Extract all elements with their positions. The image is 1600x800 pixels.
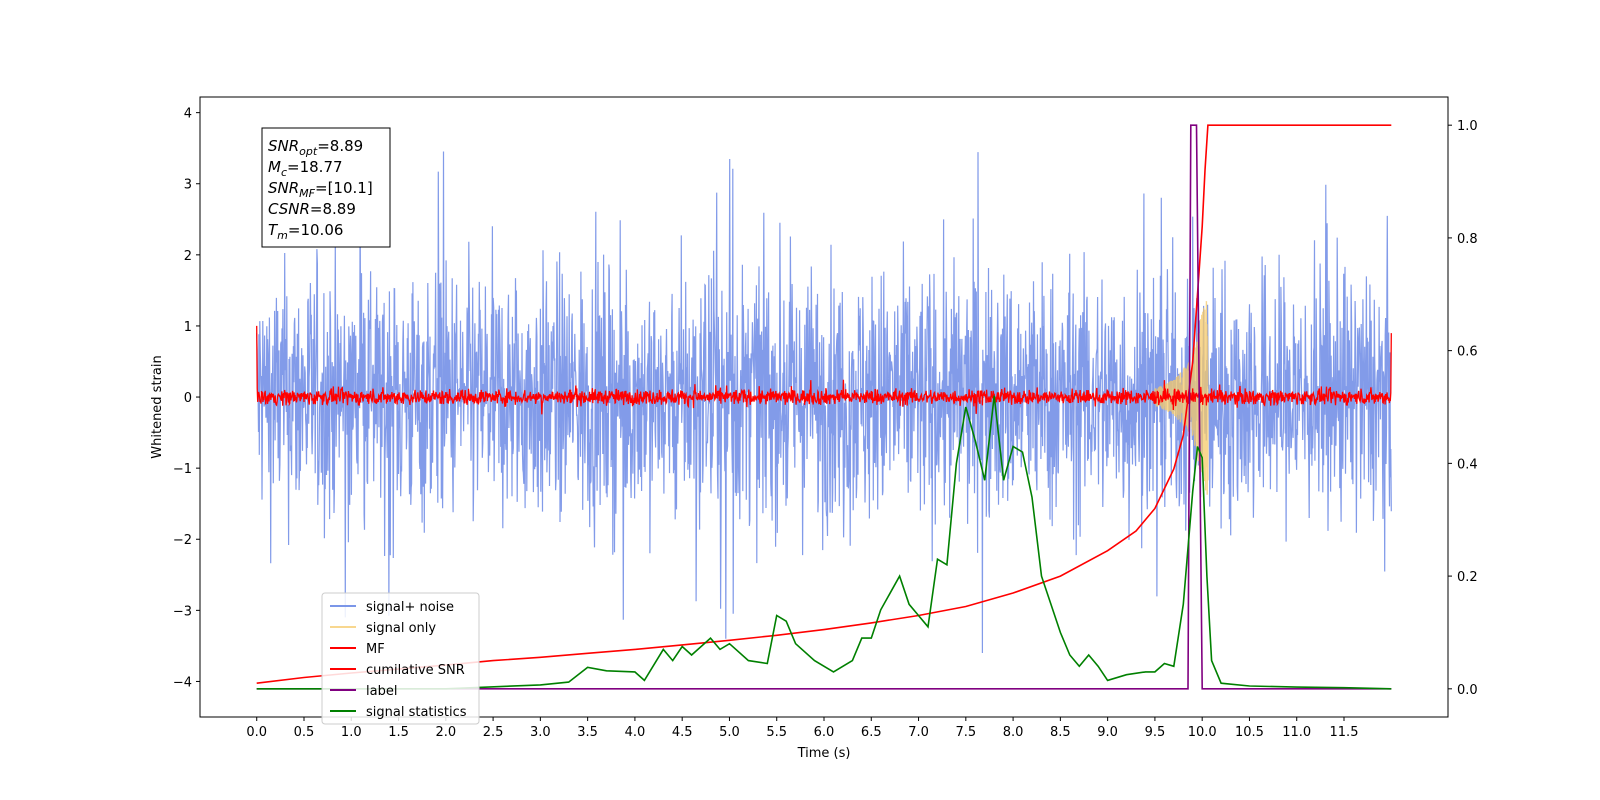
info-box: SNRopt=8.89Mc=18.77SNRMF=[10.1]CSNR=8.89…	[261, 127, 391, 248]
info-line: Tm=10.06	[268, 221, 343, 242]
info-value: =8.89	[310, 200, 356, 218]
y-tick-label: 4	[184, 107, 192, 122]
x-tick-label: 8.5	[1050, 725, 1071, 740]
y2-tick-label: 1.0	[1457, 119, 1478, 134]
info-value: =[10.1]	[315, 179, 373, 197]
y-tick-label: −3	[173, 604, 192, 619]
legend-label: MF	[366, 642, 385, 657]
legend-frame	[321, 592, 480, 725]
info-subscript: MF	[299, 187, 315, 200]
x-tick-label: 4.5	[672, 725, 693, 740]
x-tick-label: 1.5	[388, 725, 409, 740]
legend-label: cumilative SNR	[366, 663, 465, 678]
y-tick-label: −4	[173, 675, 192, 690]
x-tick-label: 7.0	[908, 725, 929, 740]
legend: signal+ noise signal only MF cumilative SNR…	[321, 592, 480, 725]
y-tick-label: 0	[184, 391, 192, 406]
x-tick-label: 2.5	[483, 725, 504, 740]
legend-label: label	[366, 684, 397, 699]
legend-label: signal+ noise	[366, 600, 454, 615]
y-tick-label: −2	[173, 533, 192, 548]
x-tick-label: 11.5	[1330, 725, 1359, 740]
info-symbol: T	[268, 221, 279, 239]
info-value: =10.06	[288, 221, 344, 239]
info-line: Mc=18.77	[268, 158, 343, 179]
y-axis-label: Whitened strain	[150, 355, 165, 458]
legend-label: signal only	[366, 621, 436, 636]
y2-tick-label: 0.6	[1457, 345, 1478, 360]
x-tick-label: 6.5	[861, 725, 882, 740]
y2-tick-label: 0.0	[1457, 683, 1478, 698]
x-tick-label: 6.0	[814, 725, 835, 740]
series-signal-statistics	[256, 395, 1392, 690]
info-subscript: opt	[299, 145, 318, 158]
y-tick-label: 3	[184, 178, 192, 193]
info-box-frame	[261, 127, 391, 248]
axes: 0.0 0.5 1.0 1.5 2.0 2.5 3.0 3.5 4.0 4.5 5.0 5.5 6.0 6…	[173, 107, 1478, 740]
x-axis-label: Time (s)	[797, 746, 851, 761]
info-subscript: m	[277, 229, 288, 242]
legend-label: signal statistics	[366, 705, 467, 720]
info-value: =8.89	[317, 137, 363, 155]
x-tick-label: 11.0	[1282, 725, 1311, 740]
x-tick-label: 1.0	[341, 725, 362, 740]
info-line: SNRopt=8.89	[268, 137, 363, 158]
x-tick-label: 3.0	[530, 725, 551, 740]
info-subscript: c	[281, 166, 287, 179]
x-tick-label: 0.5	[294, 725, 315, 740]
x-tick-label: 7.5	[955, 725, 976, 740]
info-value: =18.77	[287, 158, 343, 176]
y-tick-label: 2	[184, 249, 192, 264]
series-mf	[256, 325, 1392, 415]
series-label	[256, 124, 1392, 690]
x-tick-label: 8.0	[1003, 725, 1024, 740]
x-tick-label: 3.5	[577, 725, 598, 740]
info-symbol: SNR	[268, 137, 299, 155]
x-tick-label: 2.0	[435, 725, 456, 740]
info-line: CSNR=8.89	[268, 200, 356, 218]
x-tick-label: 9.5	[1145, 725, 1166, 740]
x-tick-label: 4.0	[625, 725, 646, 740]
y2-tick-label: 0.4	[1457, 457, 1478, 472]
info-line: SNRMF=[10.1]	[268, 179, 373, 200]
info-symbol: SNR	[268, 179, 299, 197]
info-symbol: M	[268, 158, 281, 176]
y2-tick-label: 0.8	[1457, 232, 1478, 247]
x-tick-label: 5.5	[766, 725, 787, 740]
x-tick-label: 0.0	[246, 725, 267, 740]
x-tick-label: 5.0	[719, 725, 740, 740]
x-tick-label: 10.5	[1235, 725, 1264, 740]
x-tick-label: 9.0	[1097, 725, 1118, 740]
y-tick-label: −1	[173, 462, 192, 477]
x-tick-label: 10.0	[1188, 725, 1217, 740]
info-symbol: CSNR	[268, 200, 310, 218]
y2-tick-label: 0.2	[1457, 570, 1478, 585]
y-tick-label: 1	[184, 320, 192, 335]
